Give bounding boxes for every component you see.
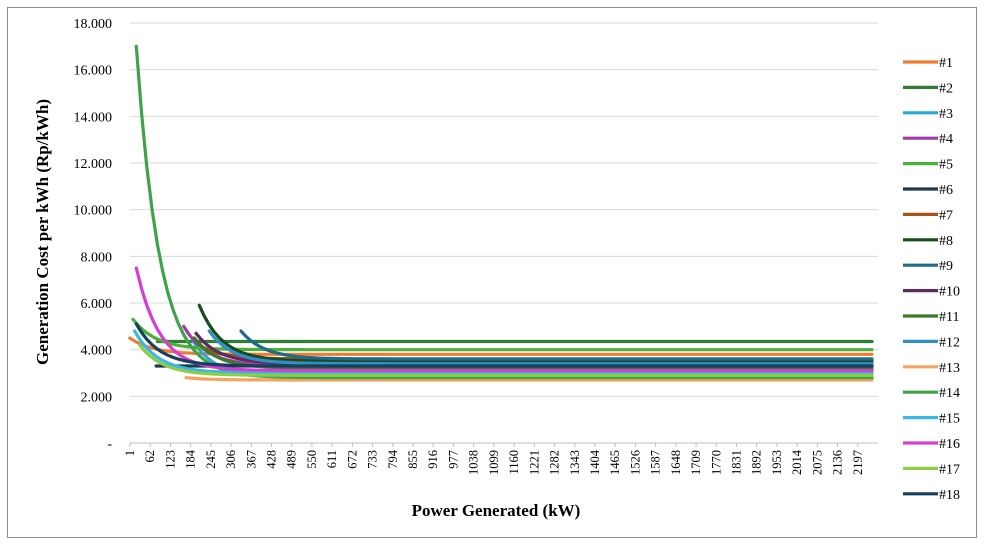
legend-label: #6 (939, 183, 953, 198)
legend-label: #14 (939, 386, 960, 401)
y-tick-label: - (107, 437, 112, 452)
y-tick-label: 4.000 (81, 344, 113, 359)
series-lines (128, 44, 874, 382)
x-tick-label: 489 (285, 450, 299, 469)
series-line-5 (131, 317, 874, 352)
legend-label: #18 (939, 488, 960, 503)
y-tick-label: 8.000 (81, 250, 113, 265)
y-tick-label: 14.000 (74, 110, 113, 125)
x-tick-label: 184 (184, 449, 198, 469)
x-tick-label: 1038 (467, 450, 481, 475)
x-tick-label: 1404 (588, 449, 602, 475)
series-line-14 (134, 44, 874, 380)
legend-label: #16 (939, 437, 960, 452)
x-tick-label: 2197 (851, 450, 865, 475)
legend-label: #4 (939, 132, 953, 147)
legend-label: #17 (939, 462, 960, 477)
series-line-17 (138, 343, 874, 377)
x-tick-label: 977 (446, 450, 460, 469)
x-tick-label: 1770 (709, 450, 723, 475)
x-tick-label: 1 (123, 450, 137, 456)
x-tick-label: 855 (406, 450, 420, 469)
series-line-16 (134, 266, 874, 373)
legend-label: #2 (939, 81, 953, 96)
y-tick-label: 18.000 (74, 17, 113, 32)
x-tick-label: 1221 (527, 450, 541, 475)
legend-label: #7 (939, 208, 953, 223)
x-tick-label: 367 (244, 450, 258, 469)
x-tick-label: 794 (386, 449, 400, 469)
x-tick-label: 1587 (649, 450, 663, 475)
x-tick-label: 306 (224, 450, 238, 469)
x-tick-label: 123 (163, 450, 177, 469)
legend-label: #1 (939, 56, 953, 71)
x-tick-label: 1160 (507, 450, 521, 475)
gridlines (130, 22, 878, 444)
y-tick-label: 12.000 (74, 157, 113, 172)
x-tick-label: 1648 (669, 450, 683, 475)
legend-label: #5 (939, 158, 953, 173)
legend-label: #12 (939, 335, 960, 350)
x-tick-label: 916 (426, 450, 440, 469)
legend-label: #15 (939, 412, 960, 427)
x-tick-label: 2075 (810, 450, 824, 475)
x-tick-label: 672 (345, 450, 359, 469)
x-tick-label: 611 (325, 450, 339, 468)
x-tick-label: 1343 (568, 450, 582, 475)
legend-label: #11 (939, 310, 959, 325)
series-line-18 (134, 322, 874, 368)
x-tick-label: 62 (143, 450, 157, 463)
series-line-1 (128, 336, 874, 356)
series-line-13 (184, 376, 874, 382)
x-tick-label: 1526 (628, 450, 642, 475)
x-tick-label: 1831 (729, 450, 743, 475)
chart-frame (7, 7, 977, 538)
x-tick-label: 1282 (548, 450, 562, 475)
y-tick-label: 10.000 (74, 204, 113, 219)
x-axis-title: Power Generated (kW) (412, 501, 581, 520)
series-line-12 (207, 329, 874, 366)
x-tick-label: 428 (265, 450, 279, 469)
legend-label: #10 (939, 285, 960, 300)
x-tick-label: 1709 (689, 450, 703, 475)
series-line-8 (197, 303, 874, 363)
y-tick-label: 16.000 (74, 64, 113, 79)
x-tick-label: 733 (366, 450, 380, 469)
x-tick-label: 2136 (831, 450, 845, 475)
x-tick-label: 1099 (487, 450, 501, 475)
x-tick-label: 550 (305, 450, 319, 469)
legend-label: #13 (939, 361, 960, 376)
x-tick-label: 2014 (790, 449, 804, 475)
y-axis-title: Generation Cost per kWh (Rp/kWh) (33, 99, 52, 365)
series-line-9 (239, 329, 874, 361)
x-tick-label: 1465 (608, 450, 622, 475)
y-axis-ticks: - 2.000 4.000 6.000 8.000 10.000 12.000 14.000 1… (74, 17, 113, 452)
x-tick-label: 1892 (750, 450, 764, 475)
x-axis-ticks: 1 62 123 184 245 306 367 428 489 550 611 672 733 794 8… (123, 443, 865, 475)
legend-label: #3 (939, 107, 953, 122)
y-tick-label: 2.000 (81, 390, 113, 405)
legend: #1 #2 #3 #4 #5 #6 #7 #8 #9 #10 #11 #12 #13 #14 #15 #16 #… (903, 56, 960, 503)
series-line-11 (192, 336, 874, 370)
legend-label: #8 (939, 234, 953, 249)
legend-label: #9 (939, 259, 953, 274)
series-line-15 (133, 329, 874, 375)
x-tick-label: 245 (204, 450, 218, 469)
x-tick-label: 1953 (770, 450, 784, 475)
y-tick-label: 6.000 (81, 297, 113, 312)
